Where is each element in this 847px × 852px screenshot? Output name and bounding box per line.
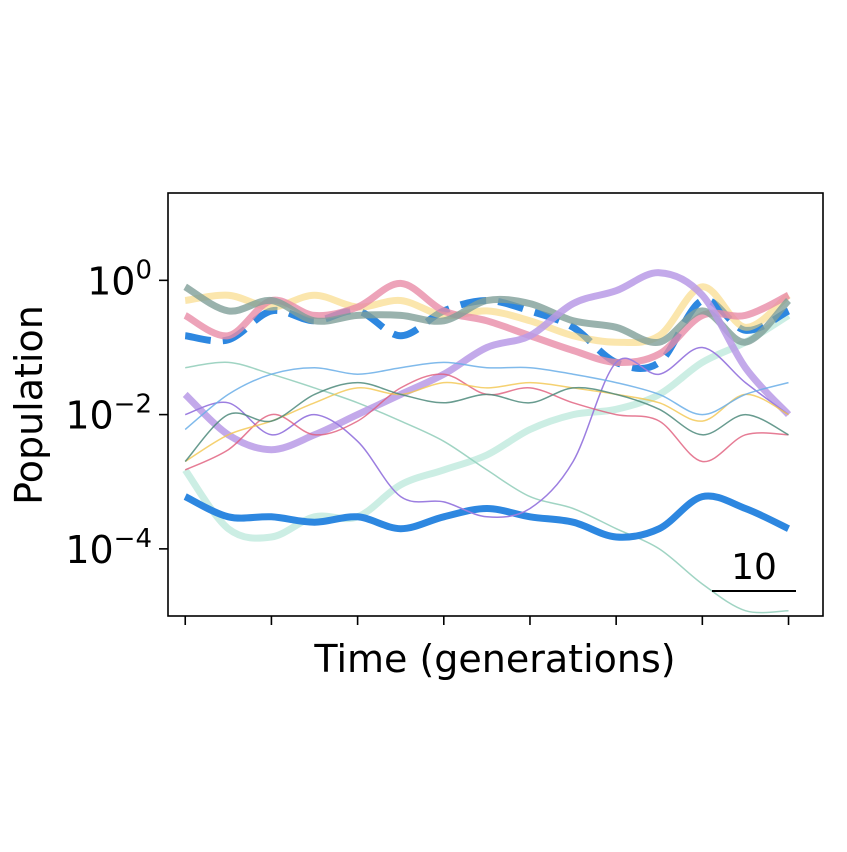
y-ticks: 100 10−2 10−4 <box>65 255 168 572</box>
y-axis-label: Population <box>7 305 51 505</box>
y-tick-label-0: 100 <box>87 255 152 303</box>
series-line-7 <box>182 269 792 454</box>
series-line-12 <box>184 361 789 431</box>
series-line-2 <box>183 492 791 541</box>
scale-bar: 10 <box>712 547 796 592</box>
series-line-1 <box>182 312 791 542</box>
series-line-10 <box>184 381 789 463</box>
series-line-8 <box>184 346 789 519</box>
scale-bar-label: 10 <box>731 547 777 588</box>
plot-frame <box>167 192 824 617</box>
series-line-11 <box>184 381 789 463</box>
x-ticks <box>184 616 790 625</box>
series-line-3 <box>184 296 791 372</box>
series-line-0 <box>185 361 789 614</box>
y-tick-label-1: 10−2 <box>65 390 152 438</box>
y-tick-label-2: 10−4 <box>65 524 152 572</box>
x-axis-label: Time (generations) <box>313 637 675 681</box>
series-line-6 <box>183 283 792 346</box>
series-layer <box>182 269 792 614</box>
